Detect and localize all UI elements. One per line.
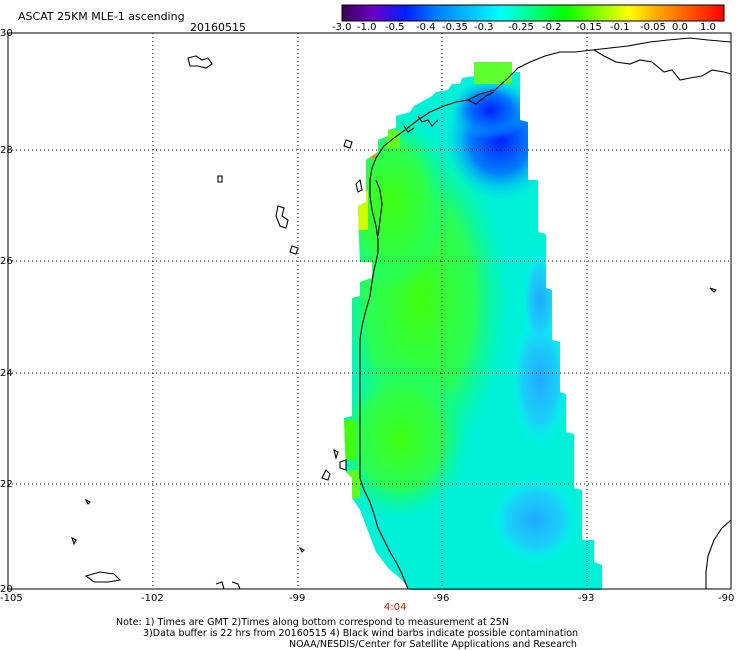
- time-marker-label: 4:04: [384, 602, 407, 613]
- graticule: [8, 33, 731, 589]
- lon-label-96: -96: [433, 593, 450, 604]
- color-legend-tick-label: -0.05: [640, 22, 666, 33]
- footnote-line-2: 3)Data buffer is 22 hrs from 20160515 4)…: [143, 628, 579, 639]
- map-frame: [7, 32, 732, 590]
- lon-label-99: -99: [289, 593, 306, 604]
- color-legend-tick-label: -0.3: [474, 22, 494, 33]
- color-legend-tick-label: -0.25: [508, 22, 534, 33]
- lat-label-22: 22: [0, 479, 13, 490]
- color-legend-tick-label: -0.35: [442, 22, 468, 33]
- lon-label-90: -90: [718, 593, 735, 604]
- color-legend-gradient: [342, 5, 724, 21]
- lon-label-93: -93: [578, 593, 595, 604]
- lat-label-28: 28: [0, 145, 13, 156]
- lon-label-102: -102: [141, 593, 164, 604]
- coastline: [71, 37, 732, 590]
- lat-label-24: 24: [0, 368, 13, 379]
- color-legend-tick-label: 1.0: [700, 22, 716, 33]
- color-legend-tick-label: -0.4: [416, 22, 436, 33]
- color-legend-tick-label: 0.0: [672, 22, 688, 33]
- color-legend-tick-label: -0.2: [542, 22, 562, 33]
- footnote-line-1: Note: 1) Times are GMT 2)Times along bot…: [116, 617, 509, 628]
- lat-label-30: 30: [0, 28, 13, 39]
- color-legend-tick-label: -0.1: [610, 22, 630, 33]
- map-title: ASCAT 25KM MLE-1 ascending: [18, 10, 185, 23]
- lat-label-26: 26: [0, 256, 13, 267]
- color-legend-tick-label: -0.15: [576, 22, 602, 33]
- color-legend-tick-label: -1.0: [357, 22, 377, 33]
- footnote-line-3: NOAA/NESDIS/Center for Satellite Applica…: [289, 639, 577, 650]
- lon-label-105: -105: [0, 593, 23, 604]
- map-date: 20160515: [190, 21, 246, 34]
- color-legend-tick-label: -3.0: [332, 22, 352, 33]
- color-legend-tick-label: -0.5: [385, 22, 405, 33]
- color-legend-bar: [342, 5, 724, 21]
- lat-label-20: 20: [0, 584, 13, 595]
